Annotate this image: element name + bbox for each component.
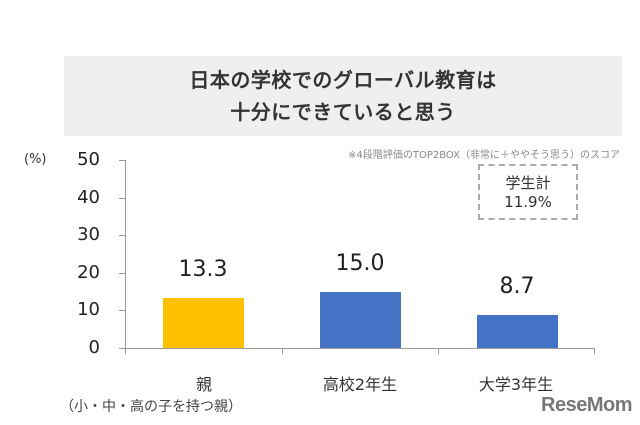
value-label-university-3rd: 8.7 bbox=[499, 274, 535, 299]
y-tick-0: 0 bbox=[88, 337, 100, 358]
x-tick-mark bbox=[438, 348, 439, 354]
y-tick-40: 40 bbox=[77, 187, 100, 208]
y-tick-mark bbox=[119, 273, 125, 274]
y-axis-unit: (%) bbox=[24, 152, 47, 167]
resemom-logo: ReseMom bbox=[541, 394, 632, 416]
student-total-value: 11.9% bbox=[504, 193, 552, 211]
y-axis bbox=[125, 160, 126, 348]
category-parent: 親 bbox=[195, 375, 212, 394]
x-tick-mark bbox=[594, 348, 595, 354]
x-tick-mark bbox=[282, 348, 283, 354]
x-axis bbox=[125, 348, 595, 349]
y-tick-mark bbox=[119, 348, 125, 349]
chart-title-box: 日本の学校でのグローバル教育は 十分にできていると思う bbox=[64, 56, 622, 136]
bar-high-school-2nd bbox=[320, 292, 401, 348]
y-tick-mark bbox=[119, 160, 125, 161]
y-tick-20: 20 bbox=[77, 262, 100, 283]
y-tick-mark bbox=[119, 198, 125, 199]
y-tick-mark bbox=[119, 310, 125, 311]
bar-parent bbox=[163, 298, 244, 348]
student-total-box: 学生計 11.9% bbox=[478, 164, 578, 220]
category-high-school-2nd: 高校2年生 bbox=[322, 375, 398, 394]
category-university-3rd: 大学3年生 bbox=[478, 375, 554, 394]
category-parent-note: （小・中・高の子を持つ親） bbox=[60, 399, 242, 415]
student-total-label: 学生計 bbox=[505, 174, 551, 192]
x-tick-mark bbox=[125, 348, 126, 354]
chart-title-line-1: 日本の学校でのグローバル教育は bbox=[189, 68, 497, 92]
score-note: ※4段階評価のTOP2BOX（非常に＋ややそう思う）のスコア bbox=[348, 150, 620, 161]
chart-title-line-2: 十分にできていると思う bbox=[230, 100, 456, 124]
bar-university-3rd bbox=[477, 315, 558, 348]
y-tick-30: 30 bbox=[77, 224, 100, 245]
value-label-high-school-2nd: 15.0 bbox=[335, 251, 385, 276]
y-tick-10: 10 bbox=[77, 299, 100, 320]
y-tick-50: 50 bbox=[77, 149, 100, 170]
y-tick-mark bbox=[119, 235, 125, 236]
value-label-parent: 13.3 bbox=[178, 257, 228, 282]
